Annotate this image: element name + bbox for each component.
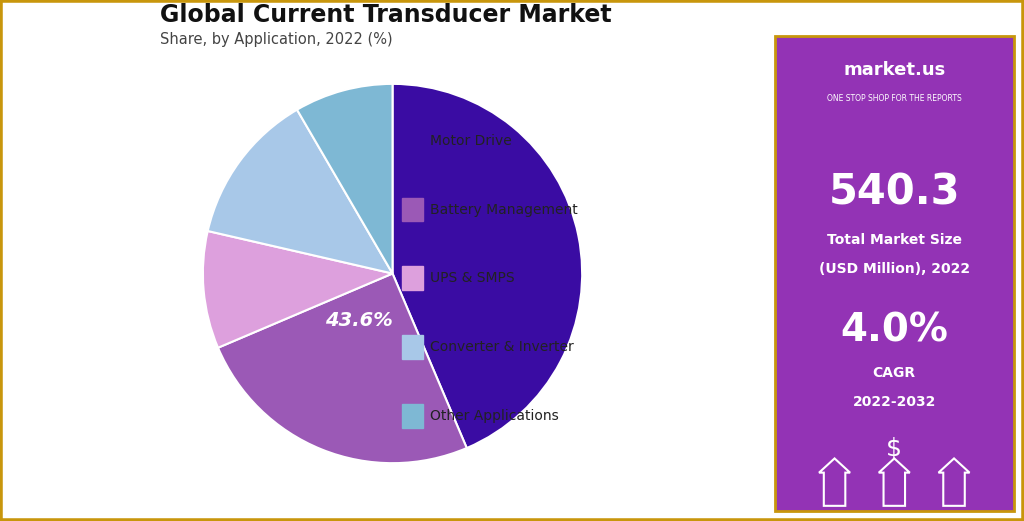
- Wedge shape: [208, 110, 392, 274]
- Text: Motor Drive: Motor Drive: [430, 134, 512, 148]
- Text: 43.6%: 43.6%: [325, 312, 392, 330]
- FancyBboxPatch shape: [775, 36, 1014, 511]
- Text: 2022-2032: 2022-2032: [853, 394, 936, 408]
- Text: CAGR: CAGR: [872, 366, 915, 380]
- Text: Battery Management: Battery Management: [430, 203, 579, 217]
- Text: Other Applications: Other Applications: [430, 409, 559, 423]
- Wedge shape: [392, 84, 583, 448]
- Text: market.us: market.us: [843, 60, 945, 79]
- Bar: [402, 197, 423, 221]
- Wedge shape: [297, 84, 392, 274]
- Wedge shape: [218, 274, 467, 463]
- Text: Share, by Application, 2022 (%): Share, by Application, 2022 (%): [160, 32, 393, 47]
- Text: UPS & SMPS: UPS & SMPS: [430, 271, 515, 286]
- Bar: [402, 335, 423, 359]
- Text: Converter & Inverter: Converter & Inverter: [430, 340, 574, 354]
- Text: Global Current Transducer Market: Global Current Transducer Market: [160, 3, 612, 27]
- Text: 4.0%: 4.0%: [841, 312, 948, 350]
- Bar: [402, 266, 423, 290]
- Text: (USD Million), 2022: (USD Million), 2022: [819, 262, 970, 276]
- Text: ONE STOP SHOP FOR THE REPORTS: ONE STOP SHOP FOR THE REPORTS: [827, 94, 962, 103]
- Text: Total Market Size: Total Market Size: [826, 233, 962, 247]
- Bar: [402, 404, 423, 428]
- Text: 540.3: 540.3: [828, 172, 961, 214]
- Text: $: $: [887, 437, 902, 461]
- Wedge shape: [203, 231, 392, 348]
- Bar: [402, 129, 423, 153]
